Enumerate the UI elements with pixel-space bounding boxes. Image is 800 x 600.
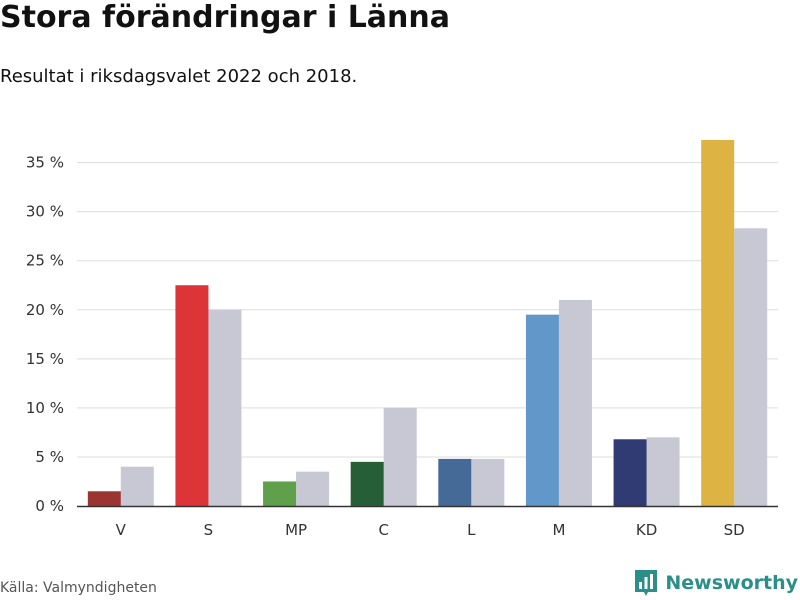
bar-2022-v: [87, 491, 121, 506]
y-tick-label: 0 %: [35, 497, 64, 515]
y-tick-label: 10 %: [26, 399, 64, 417]
y-axis-tick-labels: 0 % 5 % 10 % 15 % 20 % 25 % 30 % 35 %: [26, 154, 64, 515]
x-tick-label: MP: [285, 521, 307, 539]
bar-2018-v: [120, 466, 154, 506]
bar-2018-mp: [296, 471, 330, 506]
x-tick-label: L: [467, 521, 476, 539]
source-note: Källa: Valmyndigheten: [0, 580, 157, 596]
y-tick-label: 25 %: [26, 252, 64, 270]
x-tick-label: SD: [724, 521, 745, 539]
x-tick-label: V: [116, 521, 127, 539]
bar-2022-c: [350, 461, 384, 506]
x-tick-label: KD: [636, 521, 657, 539]
bars: [87, 140, 768, 507]
bar-2018-sd: [734, 228, 768, 507]
bar-2018-m: [558, 299, 592, 506]
bar-chart-logo-icon: [635, 570, 658, 596]
x-tick-label: C: [378, 521, 388, 539]
brand-logo[interactable]: Newsworthy: [633, 568, 798, 598]
x-axis-tick-labels: V S MP C L M KD SD: [116, 521, 745, 539]
bar-2022-mp: [263, 481, 297, 506]
bar-2018-s: [208, 309, 242, 506]
y-tick-label: 5 %: [35, 448, 64, 466]
brand-name: Newsworthy: [665, 572, 798, 594]
y-tick-label: 20 %: [26, 301, 64, 319]
y-tick-label: 30 %: [26, 203, 64, 221]
bar-2022-m: [525, 314, 559, 506]
bar-2022-sd: [701, 140, 735, 506]
y-tick-label: 15 %: [26, 350, 64, 368]
bar-2022-s: [175, 285, 209, 506]
bar-2018-l: [471, 458, 505, 506]
chart-title: Stora förändringar i Länna: [0, 0, 451, 35]
bar-2018-c: [383, 407, 417, 506]
y-tick-label: 35 %: [26, 154, 64, 172]
chart-subtitle: Resultat i riksdagsvalet 2022 och 2018.: [0, 66, 358, 87]
x-tick-label: S: [204, 521, 214, 539]
bar-2022-l: [438, 458, 472, 506]
bar-2022-kd: [613, 439, 647, 506]
bar-2018-kd: [646, 437, 680, 506]
x-tick-label: M: [552, 521, 565, 539]
